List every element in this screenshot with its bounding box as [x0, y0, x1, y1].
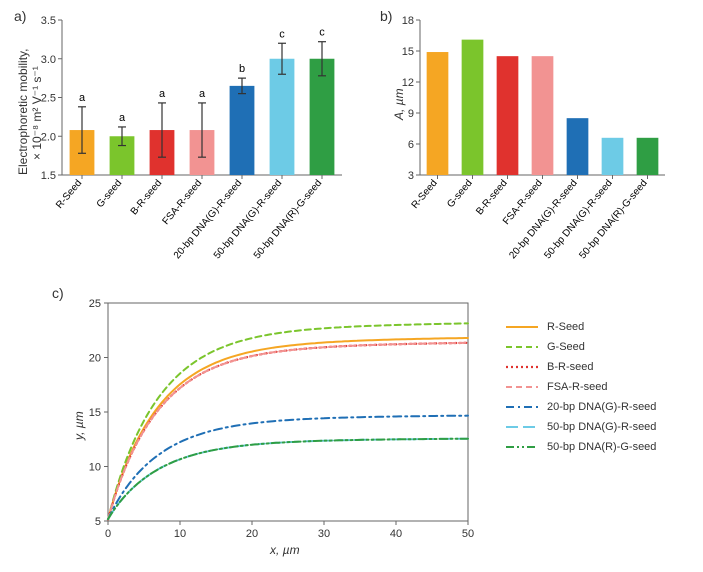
panel-a-ylabel-2: × 10⁻⁸ m² V⁻¹ s⁻¹: [30, 66, 44, 160]
legend-item: 50-bp DNA(R)-G-seed: [505, 440, 656, 454]
svg-text:3.5: 3.5: [41, 15, 56, 27]
svg-text:c: c: [319, 27, 325, 39]
svg-text:50-bp DNA(G)-R-seed: 50-bp DNA(G)-R-seed: [212, 178, 284, 261]
legend-swatch: [505, 400, 539, 414]
legend-swatch: [505, 340, 539, 354]
svg-text:20-bp DNA(G)-R-seed: 20-bp DNA(G)-R-seed: [172, 178, 244, 261]
legend-label: FSA-R-seed: [547, 381, 608, 393]
svg-text:30: 30: [318, 528, 330, 540]
legend-item: G-Seed: [505, 340, 656, 354]
legend-item: B-R-seed: [505, 360, 656, 374]
svg-text:20: 20: [246, 528, 258, 540]
panel-a: a) Electrophoretic mobility, × 10⁻⁸ m² V…: [0, 0, 360, 265]
legend-label: 50-bp DNA(G)-R-seed: [547, 421, 656, 433]
legend-item: 20-bp DNA(G)-R-seed: [505, 400, 656, 414]
legend-swatch: [505, 440, 539, 454]
legend-swatch: [505, 320, 539, 334]
series-b-r-seed: [108, 343, 468, 520]
svg-text:B-R-seed: B-R-seed: [129, 178, 165, 217]
svg-text:6: 6: [408, 139, 414, 151]
panel-a-ylabel-1: Electrophoretic mobility,: [16, 49, 30, 176]
legend-item: R-Seed: [505, 320, 656, 334]
svg-text:15: 15: [89, 407, 101, 419]
svg-text:9: 9: [408, 108, 414, 120]
svg-text:R-Seed: R-Seed: [410, 178, 440, 211]
svg-text:a: a: [79, 92, 86, 104]
panel-c: c) y, µm 01020304050510152025 x, µm: [60, 285, 490, 565]
legend-item: FSA-R-seed: [505, 380, 656, 394]
chart-b-svg: 369121518R-SeedG-seedB-R-seedFSA-R-seed2…: [370, 0, 680, 265]
svg-text:15: 15: [402, 46, 414, 58]
svg-text:50-bp DNA(G)-R-seed: 50-bp DNA(G)-R-seed: [542, 178, 614, 261]
legend-swatch: [505, 360, 539, 374]
svg-text:G-seed: G-seed: [445, 178, 475, 210]
series-g-seed: [108, 323, 468, 519]
svg-text:B-R-seed: B-R-seed: [474, 178, 510, 217]
svg-text:25: 25: [89, 298, 101, 310]
panel-a-label: a): [14, 8, 26, 24]
svg-text:a: a: [159, 88, 166, 100]
legend-label: 20-bp DNA(G)-R-seed: [547, 401, 656, 413]
panel-b-label: b): [380, 8, 392, 24]
legend-label: G-Seed: [547, 341, 585, 353]
legend-item: 50-bp DNA(G)-R-seed: [505, 420, 656, 434]
legend-label: 50-bp DNA(R)-G-seed: [547, 441, 656, 453]
panel-b: b) A, µm 369121518R-SeedG-seedB-R-seedFS…: [370, 0, 680, 265]
chart-c-svg: 0 10 20 30 40 50 5 10 15 20 25: [60, 285, 490, 565]
svg-text:0: 0: [105, 528, 111, 540]
panel-c-xlabel: x, µm: [270, 543, 300, 557]
svg-text:a: a: [119, 112, 126, 124]
legend-swatch: [505, 380, 539, 394]
svg-text:20: 20: [89, 353, 101, 365]
series-r-seed: [108, 338, 468, 520]
series-fsa-r-seed: [108, 343, 468, 520]
chart-a-svg: 1.52.02.53.03.5aR-SeedaG-seedaB-R-seedaF…: [0, 0, 360, 265]
panel-b-ylabel: A, µm: [392, 88, 406, 120]
legend-swatch: [505, 420, 539, 434]
svg-text:b: b: [239, 63, 245, 75]
svg-text:a: a: [199, 88, 206, 100]
legend-label: R-Seed: [547, 321, 584, 333]
svg-text:1.5: 1.5: [41, 170, 56, 182]
svg-text:FSA-R-seed: FSA-R-seed: [161, 178, 205, 227]
figure: a) Electrophoretic mobility, × 10⁻⁸ m² V…: [0, 0, 703, 572]
svg-text:3.0: 3.0: [41, 54, 56, 66]
svg-text:40: 40: [390, 528, 402, 540]
panel-c-ylabel: y, µm: [72, 411, 86, 440]
svg-text:10: 10: [174, 528, 186, 540]
svg-text:50-bp DNA(R)-G-seed: 50-bp DNA(R)-G-seed: [577, 178, 649, 261]
svg-text:50-bp DNA(R)-G-seed: 50-bp DNA(R)-G-seed: [252, 178, 324, 261]
svg-text:R-Seed: R-Seed: [54, 178, 84, 211]
svg-text:20-bp DNA(G)-R-seed: 20-bp DNA(G)-R-seed: [507, 178, 579, 261]
svg-text:G-seed: G-seed: [95, 178, 125, 210]
series-50-bp-dna-g-r-seed: [108, 439, 468, 520]
svg-text:10: 10: [89, 462, 101, 474]
svg-text:3: 3: [408, 170, 414, 182]
legend-label: B-R-seed: [547, 361, 593, 373]
panel-c-label: c): [52, 285, 64, 301]
svg-text:18: 18: [402, 15, 414, 27]
series-50-bp-dna-r-g-seed: [108, 439, 468, 520]
svg-text:50: 50: [462, 528, 474, 540]
svg-text:c: c: [279, 28, 285, 40]
panel-c-legend: R-Seed G-Seed B-R-seed FSA-R-seed 20-bp DNA(…: [505, 320, 656, 460]
svg-text:5: 5: [95, 516, 101, 528]
